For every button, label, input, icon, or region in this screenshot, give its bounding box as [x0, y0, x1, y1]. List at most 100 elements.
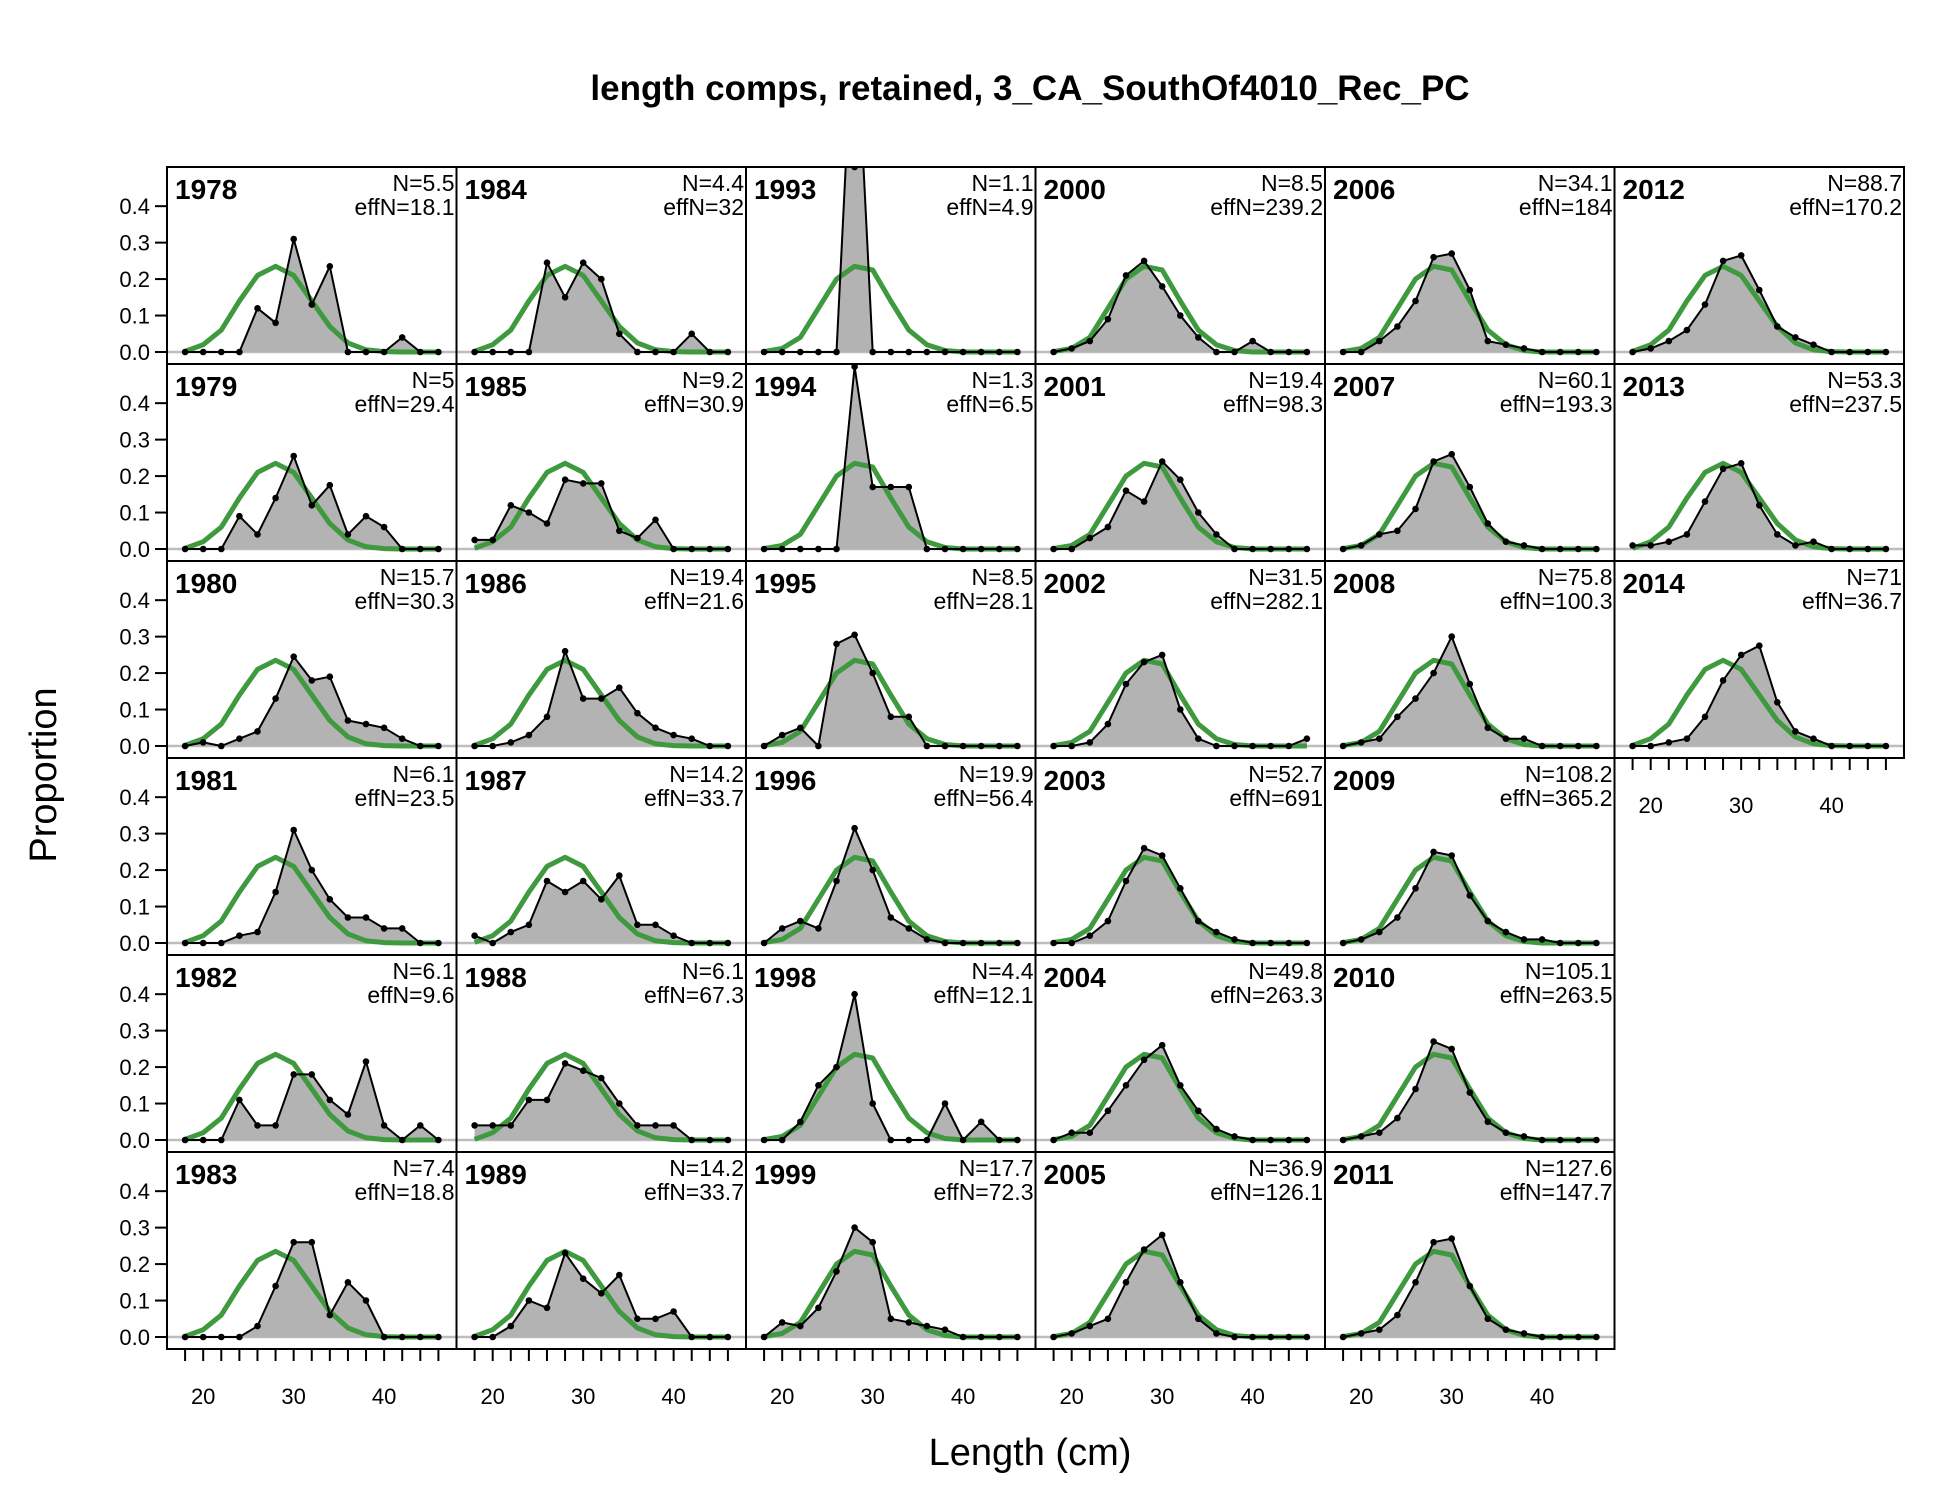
observed-point: [1430, 669, 1437, 677]
panel-plot-area: [167, 1238, 457, 1341]
observed-point: [1448, 1045, 1455, 1053]
observed-point: [670, 348, 677, 356]
observed-point: [652, 1122, 659, 1129]
observed-point: [1484, 337, 1492, 345]
observed-point: [1104, 1315, 1112, 1323]
observed-point: [181, 545, 189, 553]
observed-point: [218, 545, 225, 553]
x-tick-label: 40: [951, 1384, 975, 1409]
observed-point: [652, 348, 659, 356]
observed-point: [1394, 527, 1401, 535]
observed-point: [417, 939, 424, 947]
observed-point: [1737, 252, 1745, 259]
observed-point: [977, 742, 985, 750]
observed-point: [1158, 651, 1166, 659]
observed-point: [1122, 487, 1130, 495]
panel-effn: effN=28.1: [934, 588, 1034, 614]
observed-area: [474, 875, 728, 943]
observed-point: [1068, 1129, 1075, 1136]
panel-plot-area: [746, 990, 1036, 1144]
panel-effn: effN=18.8: [355, 1179, 455, 1205]
observed-point: [489, 939, 497, 947]
observed-point: [507, 739, 515, 746]
panel-year: 1984: [465, 174, 528, 205]
panel-n: N=8.5: [1261, 170, 1323, 196]
y-tick-label: 0.3: [119, 1216, 150, 1241]
panel-effn: effN=365.2: [1500, 785, 1613, 811]
observed-point: [1683, 531, 1691, 538]
panel-n: N=88.7: [1827, 170, 1902, 196]
panel-n: N=5: [412, 367, 455, 393]
observed-point: [778, 1319, 786, 1326]
observed-point: [1882, 545, 1890, 553]
observed-point: [1665, 538, 1673, 545]
observed-point: [1394, 1311, 1401, 1319]
observed-point: [1122, 1279, 1130, 1286]
observed-point: [236, 1333, 243, 1341]
observed-point: [1376, 735, 1383, 742]
observed-point: [905, 483, 913, 491]
observed-point: [652, 1315, 659, 1323]
observed-point: [905, 713, 913, 721]
observed-point: [362, 1058, 370, 1065]
observed-point: [1593, 348, 1600, 356]
observed-point: [941, 545, 949, 553]
observed-point: [417, 1122, 424, 1129]
observed-point: [1140, 257, 1148, 265]
observed-point: [887, 914, 895, 921]
observed-point: [1014, 1136, 1021, 1144]
observed-point: [815, 1304, 822, 1312]
panel-n: N=4.4: [971, 958, 1033, 984]
observed-point: [1195, 735, 1202, 742]
observed-point: [1430, 1238, 1437, 1246]
observed-point: [1394, 713, 1401, 721]
observed-point: [1213, 348, 1220, 356]
observed-point: [471, 536, 478, 544]
observed-point: [598, 480, 605, 487]
observed-point: [1213, 531, 1220, 538]
observed-point: [561, 1249, 569, 1257]
observed-point: [435, 1333, 442, 1341]
panel-n: N=8.5: [971, 564, 1033, 590]
observed-point: [833, 1063, 840, 1071]
observed-point: [1014, 742, 1021, 750]
observed-point: [1484, 724, 1492, 732]
observed-point: [977, 1118, 985, 1126]
observed-area: [764, 634, 1018, 746]
observed-point: [1249, 1136, 1256, 1144]
panel-plot-area: [1325, 250, 1615, 356]
observed-point: [398, 925, 406, 932]
observed-point: [1629, 542, 1636, 549]
panel-year: 1978: [175, 174, 237, 205]
panel-effn: effN=72.3: [934, 1179, 1034, 1205]
observed-point: [634, 1315, 641, 1323]
observed-point: [1665, 739, 1673, 746]
observed-point: [344, 1111, 352, 1118]
observed-point: [616, 1271, 623, 1279]
observed-point: [398, 735, 406, 742]
observed-point: [1339, 939, 1347, 947]
panel-effn: effN=32: [663, 194, 744, 220]
observed-point: [1430, 253, 1437, 261]
observed-point: [1412, 505, 1419, 513]
panel-effn: effN=147.7: [1500, 1179, 1613, 1205]
observed-point: [869, 1238, 876, 1246]
observed-point: [797, 1118, 804, 1126]
observed-point: [1520, 735, 1528, 742]
observed-point: [1556, 348, 1564, 356]
observed-point: [1846, 348, 1853, 356]
y-tick-label: 0.1: [119, 1289, 150, 1314]
observed-point: [1213, 1330, 1220, 1337]
observed-point: [1122, 272, 1130, 279]
y-tick-label: 0.2: [119, 661, 150, 686]
panel-n: N=71: [1846, 564, 1902, 590]
observed-point: [181, 348, 189, 356]
observed-point: [977, 1333, 985, 1341]
observed-point: [670, 545, 677, 553]
y-tick-label: 0.3: [119, 625, 150, 650]
expected-line: [473, 263, 728, 355]
observed-point: [362, 348, 370, 356]
